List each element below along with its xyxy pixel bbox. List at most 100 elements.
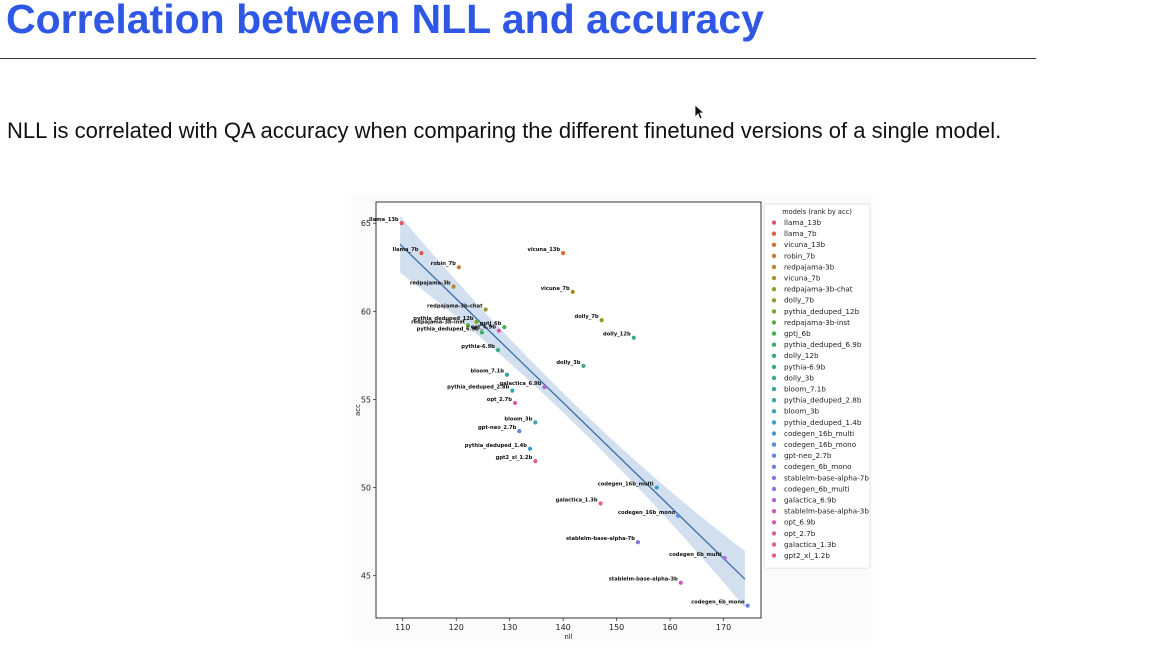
legend-box xyxy=(763,203,871,569)
legend-entry: bloom_7.1b xyxy=(784,385,826,394)
legend-entry: redpajama-3b-chat xyxy=(784,285,853,294)
legend-title: models (rank by acc) xyxy=(782,208,852,216)
data-point-label: vicuna_7b xyxy=(541,286,570,292)
legend-marker xyxy=(771,431,777,436)
data-point-label: opt_6.9b xyxy=(471,325,497,331)
data-point xyxy=(678,580,683,585)
y-tick-label: 60 xyxy=(361,307,371,316)
legend-entry: llama_7b xyxy=(784,229,817,238)
data-point-label: vicuna_13b xyxy=(527,247,560,253)
x-tick-label: 120 xyxy=(449,623,464,632)
data-point xyxy=(451,284,456,289)
data-point xyxy=(676,513,681,518)
legend-marker xyxy=(771,287,777,292)
legend-marker xyxy=(771,320,777,325)
legend-marker xyxy=(771,409,777,414)
data-point-label: gptj_6b xyxy=(480,321,502,327)
legend-marker xyxy=(771,520,777,525)
data-point xyxy=(722,555,727,561)
data-point-label: codegen_16b_multi xyxy=(598,482,654,488)
legend-marker xyxy=(771,375,777,381)
data-point-label: codegen_6b_mono xyxy=(691,600,745,606)
data-point xyxy=(479,330,484,335)
y-tick-label: 65 xyxy=(361,219,371,228)
legend-marker xyxy=(771,253,777,259)
slide-title: Correlation between NLL and accuracy xyxy=(6,0,764,42)
slide-body-text: NLL is correlated with QA accuracy when … xyxy=(7,118,1002,143)
legend-entry: galactica_1.3b xyxy=(784,540,837,549)
data-point-label: bloom_3b xyxy=(504,416,532,422)
data-point xyxy=(533,459,538,464)
legend-marker xyxy=(771,298,777,303)
legend-marker xyxy=(771,486,777,492)
data-point xyxy=(502,325,507,330)
data-point xyxy=(419,251,424,256)
legend-entry: llama_13b xyxy=(784,218,822,227)
data-point xyxy=(483,307,488,312)
legend-marker xyxy=(771,331,777,336)
data-point xyxy=(495,347,501,353)
data-point xyxy=(456,265,461,270)
legend-entry: gpt2_xl_1.2b xyxy=(784,551,830,560)
legend-marker xyxy=(771,386,777,392)
data-point-label: pythia_deduped_1.4b xyxy=(465,443,528,449)
title-divider xyxy=(0,58,1036,59)
data-point-label: bloom_7.1b xyxy=(470,369,504,375)
data-point-label: gpt2_xl_1.2b xyxy=(496,455,533,461)
data-point-label: pythia_deduped_12b xyxy=(413,316,474,322)
x-axis-label: nll xyxy=(564,633,572,641)
legend-entry: redpajama-3b-inst xyxy=(784,318,850,327)
legend-marker xyxy=(771,453,777,458)
x-tick-label: 110 xyxy=(395,623,410,632)
data-point xyxy=(581,363,586,369)
legend-entry: dolly_3b xyxy=(784,373,814,382)
data-point xyxy=(654,485,659,490)
x-tick-label: 130 xyxy=(502,623,517,632)
x-tick-label: 170 xyxy=(716,623,731,632)
data-point xyxy=(512,400,518,406)
legend-marker xyxy=(771,497,777,503)
data-point-label: opt_2.7b xyxy=(487,397,513,403)
legend-entry: redpajama-3b xyxy=(784,262,835,271)
data-point-label: robin_7b xyxy=(431,261,457,267)
data-point-label: stablelm-base-alpha-7b xyxy=(566,536,635,542)
legend-entry: robin_7b xyxy=(784,251,815,260)
x-tick-label: 160 xyxy=(662,623,677,632)
data-point xyxy=(542,384,547,390)
legend-marker xyxy=(771,420,777,425)
legend-entry: codegen_16b_multi xyxy=(784,429,854,438)
legend-marker xyxy=(771,275,777,281)
data-point-label: stablelm-base-alpha-3b xyxy=(609,577,678,583)
legend-marker xyxy=(771,531,777,536)
legend-entry: dolly_7b xyxy=(784,296,814,305)
data-point-label: dolly_3b xyxy=(556,360,580,366)
legend-marker xyxy=(771,231,777,236)
data-point-label: gpt-neo_2.7b xyxy=(478,425,517,431)
data-point-label: llama_13b xyxy=(369,217,399,223)
y-axis-label: acc xyxy=(354,404,362,416)
data-point xyxy=(745,603,750,608)
legend-entry: codegen_6b_mono xyxy=(784,462,852,471)
data-point-label: dolly_7b xyxy=(575,314,599,320)
data-point xyxy=(465,323,471,328)
data-point-label: pythia_deduped_2.8b xyxy=(447,385,510,391)
data-point xyxy=(474,319,479,324)
data-point xyxy=(496,328,502,333)
data-point xyxy=(599,318,604,323)
legend-marker xyxy=(771,553,777,558)
legend-marker xyxy=(771,353,777,358)
legend-marker xyxy=(771,442,777,447)
legend-entry: vicuna_13b xyxy=(784,240,825,249)
data-point xyxy=(517,429,522,434)
data-point-label: codegen_16b_mono xyxy=(618,510,676,516)
scatter-chart-card: 110 120 130 140 150 160 170 45 50 55 60 65 nll acc lla… xyxy=(351,195,873,641)
legend-marker xyxy=(771,542,777,547)
legend-entry: pythia_deduped_6.9b xyxy=(784,340,862,349)
x-tick-label: 150 xyxy=(609,623,624,632)
legend-marker xyxy=(771,475,777,481)
data-point-label: llama_7b xyxy=(393,247,419,253)
regression-line xyxy=(399,243,746,580)
data-point xyxy=(561,251,566,256)
data-point-label: pythia-6.9b xyxy=(461,344,495,350)
legend-entry: gpt-neo_2.7b xyxy=(784,451,832,460)
